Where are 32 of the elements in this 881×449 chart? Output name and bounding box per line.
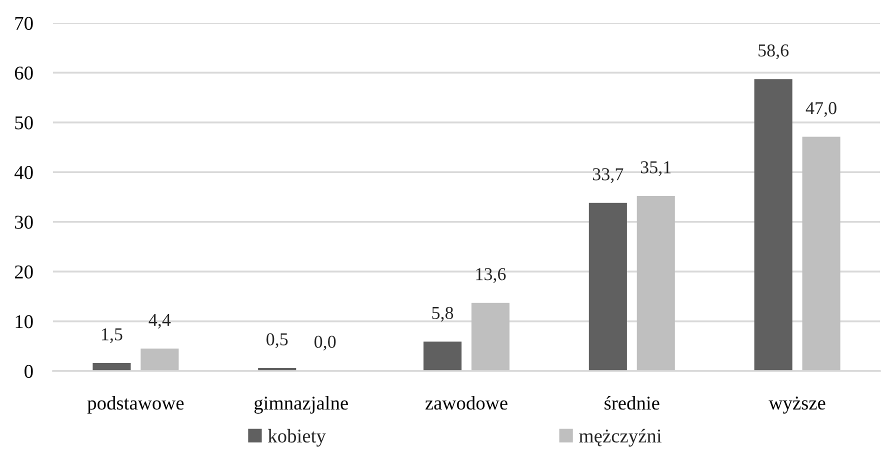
data-label: 35,1 — [640, 161, 671, 176]
data-label: 47,0 — [806, 102, 836, 117]
x-tick-label: gimnazjalne — [254, 396, 348, 414]
data-label: 0,5 — [266, 333, 288, 348]
legend-label: kobiety — [268, 428, 326, 447]
bar — [471, 302, 510, 371]
bar — [140, 348, 179, 371]
y-tick-label: 40 — [14, 166, 33, 180]
y-tick-label: 0 — [24, 364, 33, 378]
data-label: 58,6 — [758, 44, 789, 60]
y-tick-label: 50 — [15, 116, 33, 130]
data-label: 13,6 — [476, 268, 506, 283]
data-label: 5,8 — [432, 306, 454, 322]
data-label: 33,7 — [592, 168, 624, 183]
data-label: 4,4 — [148, 314, 171, 329]
bar — [802, 136, 840, 371]
bar — [636, 196, 675, 371]
y-tick-label: 60 — [14, 66, 33, 80]
x-tick-label: wyższe — [768, 396, 826, 414]
y-tick-label: 30 — [15, 216, 33, 229]
bar — [754, 79, 792, 371]
x-tick-label: podstawowe — [87, 396, 184, 414]
y-tick-label: 70 — [15, 16, 33, 30]
x-tick-label: średnie — [604, 396, 660, 410]
y-tick-label: 10 — [16, 315, 33, 328]
bar — [423, 342, 462, 371]
bar — [588, 202, 627, 371]
data-label: 0,0 — [314, 336, 336, 350]
legend-label: mężczyźni — [579, 428, 662, 447]
x-tick-label: zawodowe — [425, 396, 508, 410]
data-label: 1,5 — [102, 328, 122, 344]
y-tick-label: 20 — [14, 265, 33, 279]
